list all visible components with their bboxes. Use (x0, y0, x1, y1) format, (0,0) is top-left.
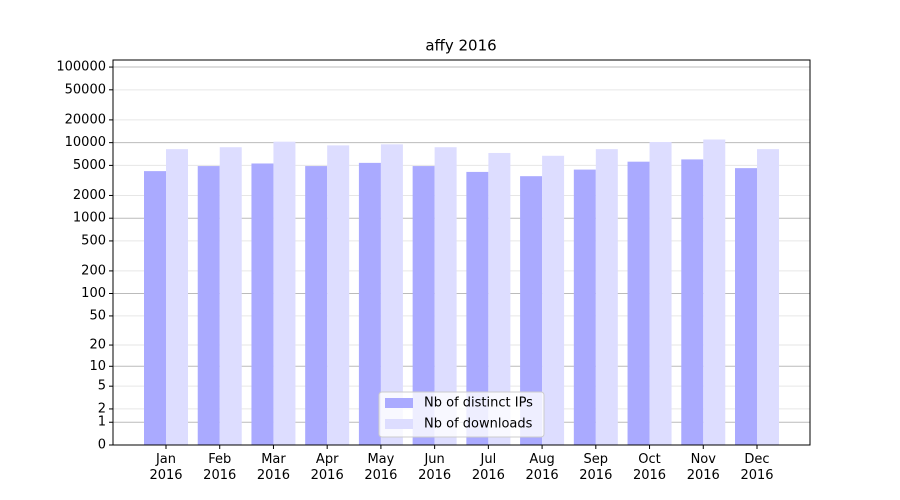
bar (358, 162, 381, 445)
x-tick-label-box: Sep 2016 (579, 452, 613, 483)
x-tick-label-box: Nov 2016 (686, 452, 720, 483)
x-tick-label: Oct 2016 (632, 452, 667, 483)
y-tick-label: 1 (98, 415, 106, 430)
y-tick-label: 200 (81, 263, 106, 278)
y-tick-label: 1000 (73, 211, 106, 226)
x-tick-label: Jun 2016 (418, 452, 452, 483)
bar (197, 166, 220, 446)
bar (703, 139, 726, 445)
bar (327, 145, 350, 445)
bar (144, 171, 166, 445)
y-tick-label: 500 (81, 233, 106, 248)
y-tick-label: 20 (89, 338, 106, 353)
bar (305, 166, 328, 446)
bar (595, 149, 618, 445)
y-tick-label: 2 (98, 401, 106, 416)
bar (627, 161, 650, 446)
x-tick-label: Aug 2016 (525, 452, 559, 483)
bar (251, 163, 274, 446)
x-tick-label-box: Jan 2016 (149, 452, 183, 483)
bar (434, 147, 457, 445)
bar (166, 149, 188, 445)
x-tick-label-box: Oct 2016 (632, 452, 667, 483)
y-tick-label: 10000 (65, 135, 106, 150)
x-tick-label-box: Aug 2016 (525, 452, 559, 483)
x-tick-label: Mar 2016 (256, 452, 290, 483)
y-tick-label: 100 (81, 286, 106, 301)
x-tick-label: Jul 2016 (471, 452, 505, 483)
legend-label: Nb of downloads (424, 417, 533, 432)
y-tick-label: 5000 (73, 158, 106, 173)
bar (649, 141, 672, 445)
x-tick-label-box: Feb 2016 (203, 452, 237, 483)
bar (219, 147, 242, 445)
plot-frame (112, 59, 811, 446)
chart-title: affy 2016 (425, 37, 496, 55)
x-tick-label: Apr 2016 (310, 452, 344, 483)
bar (520, 176, 543, 446)
x-tick-label-box: Jun 2016 (418, 452, 452, 483)
legend-label: Nb of distinct IPs (424, 396, 533, 411)
legend-swatch (385, 419, 413, 429)
y-tick-label: 10 (89, 359, 106, 374)
bar (757, 149, 779, 445)
bar (273, 141, 296, 445)
bar (542, 155, 565, 445)
x-tick-label-box: Apr 2016 (310, 452, 344, 483)
y-tick-label: 2000 (73, 188, 106, 203)
y-tick-label: 20000 (65, 112, 106, 127)
legend-box (378, 391, 545, 438)
y-tick-label: 5 (98, 379, 106, 394)
x-tick-label-box: Dec 2016 (740, 452, 774, 483)
x-tick-label: Sep 2016 (579, 452, 613, 483)
bar (380, 144, 403, 445)
bar (573, 169, 596, 446)
bar (466, 171, 489, 445)
x-tick-label-box: Mar 2016 (256, 452, 290, 483)
bar (735, 168, 757, 445)
x-tick-label: Feb 2016 (203, 452, 237, 483)
bar (412, 166, 435, 446)
y-tick-label: 100000 (56, 60, 106, 75)
bar (681, 159, 704, 446)
x-tick-label-box: Jul 2016 (471, 452, 505, 483)
x-tick-label: Jan 2016 (149, 452, 183, 483)
x-tick-label: Nov 2016 (686, 452, 720, 483)
x-tick-label: Dec 2016 (740, 452, 774, 483)
bar (488, 152, 511, 445)
x-tick-label-box: May 2016 (364, 452, 398, 483)
y-tick-label: 50 (89, 308, 106, 323)
y-tick-label: 50000 (65, 82, 106, 97)
y-tick-label: 0 (98, 438, 106, 453)
legend-swatch (385, 398, 413, 408)
x-tick-label: May 2016 (364, 452, 398, 483)
